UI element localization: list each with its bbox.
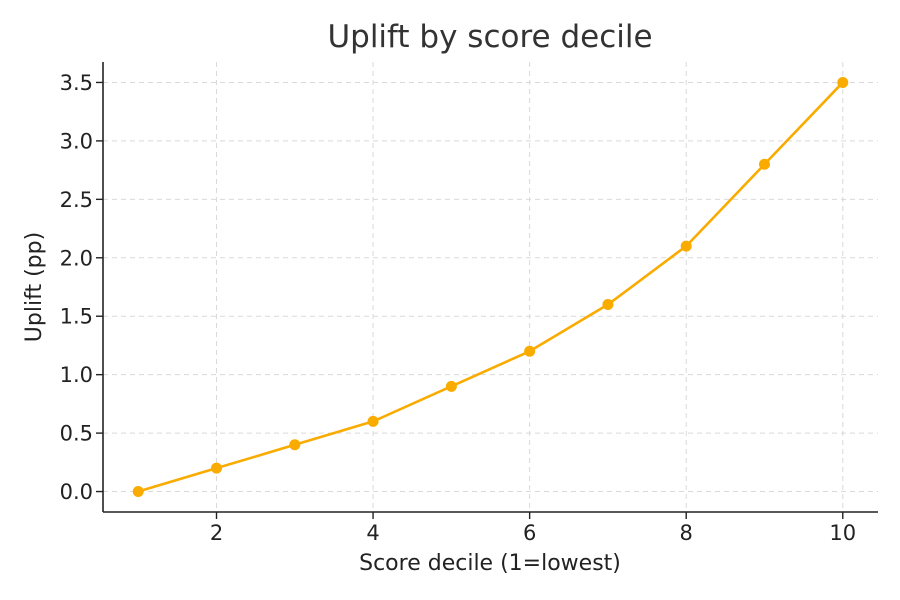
data-point-0-9	[837, 76, 849, 88]
data-point-0-0	[132, 486, 144, 498]
x-tick-label-2: 6	[523, 521, 536, 545]
x-tick-label-1: 4	[366, 521, 379, 545]
y-axis-label: Uplift (pp)	[22, 232, 47, 342]
y-tick-label-4: 2.0	[60, 246, 93, 270]
series-line-0	[136, 81, 845, 493]
data-point-0-5	[524, 345, 536, 357]
y-tick-label-0: 0.0	[60, 480, 93, 504]
data-point-0-3	[367, 415, 379, 427]
data-point-0-8	[758, 158, 770, 170]
chart-title: Uplift by score decile	[327, 19, 652, 55]
y-tick-label-2: 1.0	[60, 363, 93, 387]
x-tick-label-4: 10	[829, 521, 856, 545]
x-tick-label-0: 2	[210, 521, 223, 545]
data-point-0-4	[445, 380, 457, 392]
x-axis-label: Score decile (1=lowest)	[359, 551, 621, 576]
data-point-0-6	[602, 299, 614, 311]
data-point-0-1	[211, 462, 223, 474]
data-point-0-2	[289, 439, 301, 451]
y-tick-label-5: 2.5	[60, 188, 93, 212]
grid-lines	[103, 62, 878, 512]
y-tick-label-3: 1.5	[60, 305, 93, 329]
data-point-0-7	[680, 240, 692, 252]
y-tick-label-6: 3.0	[60, 129, 93, 153]
y-tick-label-1: 0.5	[60, 422, 93, 446]
series-layer	[132, 76, 849, 498]
x-tick-label-3: 8	[680, 521, 693, 545]
y-axis-ticks: 0.0 0.5 1.0 1.5 2.0 2.5 3.0 3.5	[60, 71, 103, 504]
x-axis-ticks: 2 4 6 8 10	[210, 512, 856, 545]
y-tick-label-7: 3.5	[60, 71, 93, 95]
axes-spines	[102, 62, 878, 513]
